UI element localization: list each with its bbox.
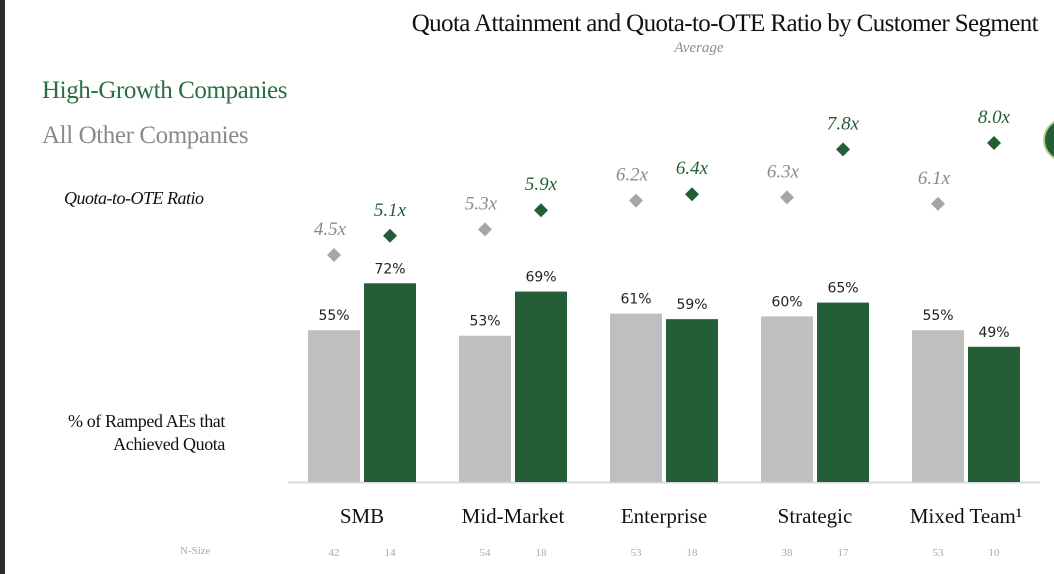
ratio-value-label: 6.3x [767,161,800,182]
ratio-value-label: 5.9x [525,174,558,195]
bar [761,316,813,482]
bar [308,330,360,482]
chart-subtitle: Average [674,40,724,56]
nsize-value: 53 [631,547,643,559]
nsize-value: 18 [536,547,548,559]
ratio-value-label: 5.3x [465,193,498,214]
legend-all-other: All Other Companies [42,122,249,149]
bar-value-label: 55% [318,308,349,324]
pct-row-label: % of Ramped AEs that Achieved Quota [68,410,225,456]
ratio-value-label: 7.8x [827,113,860,134]
ratio-marker-diamond [629,193,643,208]
category-label: Mixed Team¹ [910,504,1022,528]
ratio-row-label: Quota-to-OTE Ratio [64,188,204,208]
ratio-marker-diamond [383,228,397,243]
bar [968,346,1020,482]
ratio-value-label: 6.2x [616,165,649,186]
bar [515,291,567,482]
ratio-marker-diamond [685,187,699,202]
ratio-marker-diamond [931,196,945,211]
category-label: SMB [340,504,384,528]
category-label: Mid-Market [462,504,565,528]
chart-title: Quota Attainment and Quota-to-OTE Ratio … [411,10,1039,37]
bar-value-label: 55% [922,308,953,324]
nsize-value: 14 [385,547,397,559]
nsize-value: 53 [933,547,945,559]
ratio-marker-diamond [327,248,341,262]
bar-value-label: 61% [620,292,651,308]
nsize-value: 54 [480,547,492,559]
bar-value-label: 59% [676,297,707,313]
nsize-value: 38 [782,547,794,559]
ratio-marker-diamond [987,136,1001,150]
pct-row-label-line1: % of Ramped AEs that [68,411,225,431]
category-label: Strategic [778,504,853,528]
bar [364,283,416,482]
bar-value-label: 60% [771,294,802,310]
ratio-marker-diamond [836,142,850,157]
ratio-value-label: 8.0x [978,107,1011,128]
ratio-value-label: 6.1x [918,168,951,189]
bar [459,335,511,482]
bar [817,302,869,482]
bar-value-label: 49% [978,325,1009,341]
bar [666,319,718,482]
window-left-border [0,0,5,574]
ratio-marker-diamond [534,203,548,218]
nsize-value: 17 [838,547,850,559]
category-label: Enterprise [621,504,707,528]
ratio-value-label: 4.5x [314,219,347,240]
nsize-value: 18 [687,547,699,559]
pct-row-label-line2: Achieved Quota [113,434,225,454]
ratio-value-label: 6.4x [676,158,709,179]
ratio-marker-diamond [780,190,794,205]
ratio-value-label: 5.1x [374,200,407,221]
bar-value-label: 69% [525,270,556,286]
bar [912,330,964,482]
legend-high-growth: High-Growth Companies [42,77,288,104]
nsize-value: 42 [329,547,340,559]
nsize-value: 10 [989,547,1001,559]
nsize-label: N-Size [180,545,211,557]
bar-value-label: 65% [827,281,858,297]
ratio-marker-diamond [478,222,492,237]
bar-value-label: 72% [374,261,405,277]
bar-value-label: 53% [469,314,500,330]
bar [610,313,662,482]
